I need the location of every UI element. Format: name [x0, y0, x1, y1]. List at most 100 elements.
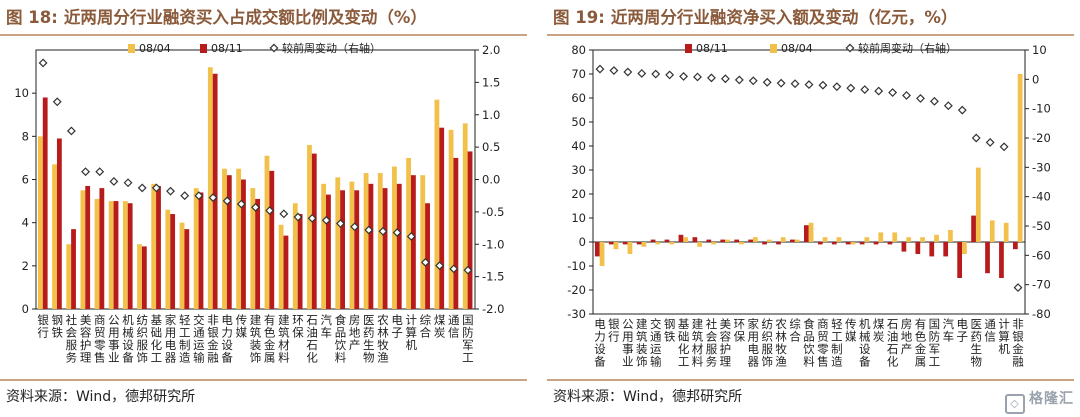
- bar-a: [915, 242, 921, 254]
- category-label: 石油石化: [306, 313, 318, 365]
- change-marker: [734, 75, 744, 85]
- bar-b: [439, 127, 445, 309]
- bar-b: [669, 242, 675, 245]
- category-label: 社会服务: [66, 313, 78, 365]
- bar-b: [739, 242, 744, 245]
- bar-b: [683, 237, 689, 242]
- category-label: 纺织服饰: [761, 317, 773, 369]
- y2-tick-label: -60: [1032, 248, 1051, 262]
- bar-a: [817, 242, 823, 245]
- category-label: 医药生物: [970, 317, 982, 369]
- bar-b: [340, 190, 345, 309]
- category-label: 汽车: [943, 317, 955, 344]
- figure-18-bottom-rule: [0, 379, 527, 381]
- bar-b: [127, 203, 133, 309]
- change-marker: [957, 105, 967, 115]
- y2-tick-label: -1.0: [482, 237, 504, 251]
- category-label: 房地产: [901, 317, 913, 356]
- bar-a: [179, 222, 185, 309]
- bar-b: [906, 237, 912, 242]
- bar-b: [226, 175, 232, 309]
- category-label: 家用电器: [165, 313, 177, 365]
- bar-b: [655, 242, 661, 245]
- category-label: 机械设备: [122, 313, 134, 365]
- bar-b: [892, 232, 898, 242]
- category-label: 电力设备: [221, 313, 233, 365]
- y-tick-label: 40: [571, 139, 586, 153]
- bar-a: [406, 157, 411, 309]
- bar-a: [845, 242, 851, 245]
- bar-a: [349, 181, 355, 309]
- bar-b: [794, 239, 800, 242]
- category-label: 交通运输: [193, 313, 205, 365]
- y2-tick-label: -30: [1032, 160, 1051, 174]
- bar-b: [1003, 222, 1009, 242]
- change-marker: [665, 70, 675, 80]
- category-label: 农林牧渔: [377, 313, 389, 365]
- bar-a: [678, 234, 684, 242]
- y2-tick-label: 2.0: [482, 43, 500, 57]
- legend-label-a: 08/04: [139, 42, 171, 55]
- bar-b: [297, 214, 303, 309]
- y2-tick-label: -0.5: [482, 205, 504, 219]
- bar-a: [664, 239, 670, 242]
- category-label: 基础化工: [678, 317, 690, 369]
- bar-b: [184, 229, 190, 309]
- plot-frame: [592, 49, 1026, 315]
- category-label: 公用事业: [622, 317, 634, 369]
- change-marker: [38, 58, 48, 68]
- figure-19-title-text: 近两周分行业融资净买入额及变动（亿元，%）: [610, 8, 958, 27]
- bar-a: [448, 129, 454, 309]
- change-marker: [693, 72, 702, 82]
- change-marker: [832, 82, 842, 92]
- category-label: 综合: [420, 313, 432, 340]
- bar-b: [627, 242, 633, 254]
- category-label: 商贸零售: [94, 313, 106, 365]
- y2-tick-label: -80: [1032, 307, 1051, 321]
- category-label: 医药生物: [363, 313, 375, 365]
- legend-swatch-a: [128, 44, 135, 53]
- y-tick-label: 0: [22, 302, 29, 316]
- bar-a: [94, 198, 100, 309]
- bar-b: [766, 239, 772, 242]
- watermark-logo-icon: ◇: [1005, 394, 1025, 414]
- bar-a: [803, 225, 809, 242]
- bar-b: [326, 194, 331, 309]
- figure-19-panel: 图 19: 近两周分行业融资净买入额及变动（亿元，%） -30 -20 -10 0 10 2…: [547, 0, 1080, 417]
- category-label: 轻工制造: [179, 313, 191, 365]
- figure-18-panel: 图 18: 近两周分行业融资买入占成交额比例及变动（%） 0 2 4 6 8 10 -2.0 -…: [0, 0, 533, 417]
- figure-19-bottom-rule: [547, 379, 1074, 381]
- change-marker: [999, 142, 1009, 152]
- y-tick-label: 6: [22, 173, 29, 187]
- change-marker: [609, 66, 619, 75]
- bar-b: [382, 188, 388, 309]
- bar-a: [873, 242, 879, 245]
- change-marker: [81, 167, 91, 177]
- bar-b: [641, 242, 647, 247]
- bar-b: [467, 151, 473, 309]
- change-marker: [776, 78, 786, 88]
- bar-a: [859, 242, 865, 245]
- change-marker: [420, 257, 430, 267]
- bar-a: [66, 244, 72, 309]
- bar-b: [141, 246, 147, 309]
- bar-a: [943, 242, 949, 257]
- bar-a: [321, 183, 327, 309]
- bar-a: [776, 242, 781, 245]
- figure-19-chart: -30 -20 -10 0 10 20 30 40 50 60 70 80 -80 -70 -60 -50 -4…: [567, 41, 1051, 369]
- change-marker: [637, 69, 647, 78]
- y2-tick-label: 0: [1032, 72, 1039, 86]
- category-label: 传媒: [845, 317, 857, 344]
- bar-b: [948, 230, 953, 242]
- bar-b: [42, 97, 48, 309]
- y-tick-label: 50: [571, 115, 586, 129]
- bar-b: [850, 242, 856, 245]
- bar-b: [711, 242, 716, 245]
- category-label: 非银金融: [1012, 317, 1024, 369]
- bar-b: [989, 220, 995, 242]
- y-tick-label: -20: [567, 283, 586, 297]
- change-marker: [251, 202, 260, 212]
- change-marker: [804, 80, 814, 90]
- change-marker: [52, 97, 62, 107]
- bar-a: [377, 173, 383, 309]
